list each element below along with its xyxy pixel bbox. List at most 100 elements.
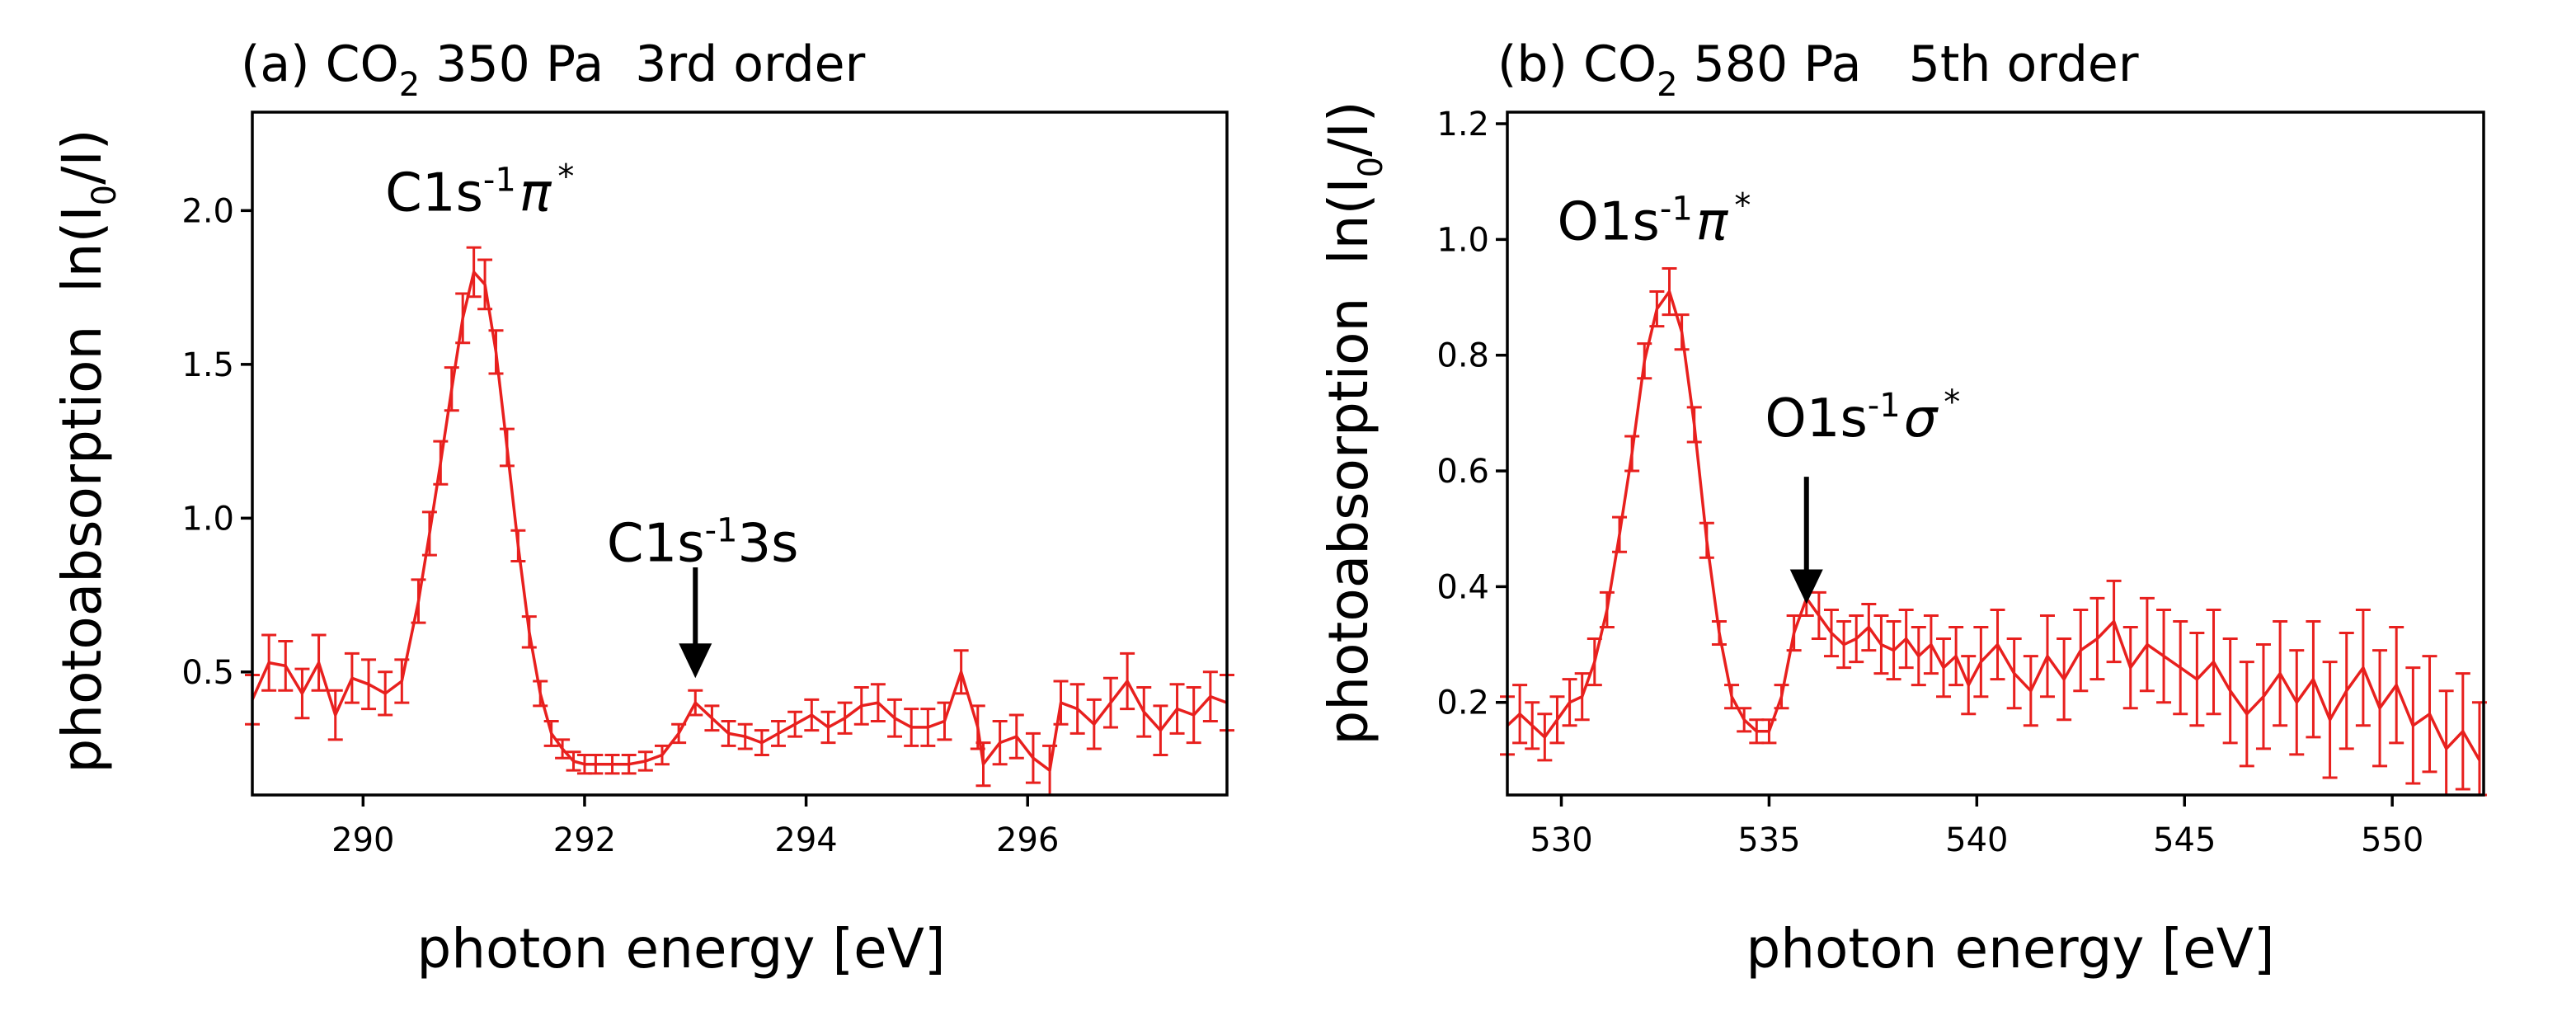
panel-b-xlabel: photon energy [eV] [1746,917,2274,981]
error-bar [2322,661,2338,779]
error-bar [604,754,620,775]
error-bar [1761,718,1777,745]
panel-b-x-ticks: 530 535 540 545 550 [1530,795,2423,859]
panel-b-arrow-head [1789,569,1823,604]
error-bar [2173,619,2188,716]
error-bar [1849,614,1864,664]
error-bar [1948,626,1964,687]
error-bar [975,741,991,788]
error-bar [2156,608,2172,704]
error-bar [327,689,343,741]
panel-a-ylabel: photoabsorption ln(I0/I) [50,43,124,895]
panel-b-title: (b) CO2 580 Pa 5th order [1497,35,2139,104]
error-bar [1886,619,1901,681]
error-bar [904,708,919,747]
error-bar [1749,718,1765,745]
annotation-sup: -1 [1868,387,1901,425]
y-tick-label: 0.6 [1436,453,1489,491]
error-bar [937,701,952,741]
error-bar [1861,602,1877,652]
panel-a-x-ticks: 290 292 294 296 [331,795,1059,859]
error-bar [2339,632,2354,750]
x-tick-label: 540 [1945,821,2008,859]
error-bar [2006,637,2022,710]
panel-b-title-prefix: (b) CO [1497,35,1657,93]
error-bar [1120,651,1135,711]
error-bar [1637,342,1652,380]
annotation-sup: -1 [483,161,516,199]
panel-b: (b) CO2 580 Pa 5th order photoabsorption… [1317,35,2487,981]
error-bar [787,710,803,738]
error-bar [2206,608,2221,716]
error-bar [311,633,327,692]
annotation-star: * [1944,383,1960,421]
error-bar [1936,637,1952,698]
error-bar [394,658,410,704]
panel-a-plot-frame [251,111,1229,797]
error-bar [2306,619,2321,739]
error-bar [1599,590,1615,629]
series-line [1506,289,2481,761]
error-bar [466,246,482,299]
annotation-sup: -1 [1660,190,1693,228]
error-bar [2139,596,2155,693]
error-bar [1786,614,1802,652]
error-bar [2405,666,2421,785]
error-bar [771,719,787,747]
error-bar [1649,290,1665,328]
error-bar [887,698,903,738]
panel-a-y-ticks: 0.5 1.0 1.5 2.0 [181,192,252,692]
error-bar [1537,713,1553,762]
error-bar [411,578,426,624]
y-tick-label: 2.0 [181,192,234,230]
panel-b-title-suffix: 580 Pa 5th order [1678,35,2139,93]
y-tick-label: 1.0 [1436,221,1489,259]
y-tick-label: 1.5 [181,346,234,384]
panel-a: (a) CO2 350 Pa 3rd order photoabsorption… [50,35,1234,981]
y-tick-label: 0.8 [1436,337,1489,375]
annotation-tail: 3s [737,514,798,575]
annotation-greek: π [519,162,552,223]
error-bar [278,640,294,692]
error-bar [378,670,393,717]
error-bar [2273,619,2288,727]
error-bar [2372,649,2388,768]
panel-b-title-subscript: 2 [1657,66,1677,104]
error-bar [566,750,581,772]
x-tick-label: 550 [2361,821,2423,859]
panel-a-xlabel: photon energy [eV] [416,917,945,981]
panel-a-pi-star-label: C1s-1π * [385,158,574,223]
error-bar [1711,619,1727,647]
error-bar [920,708,936,747]
error-bar [2039,614,2055,698]
error-bar [444,366,459,412]
error-bar [1136,685,1152,738]
error-bar [1973,626,1989,698]
error-bar [1873,614,1889,675]
error-bar [543,719,559,747]
annotation-base: O1s [1557,191,1659,252]
error-bar [721,719,736,747]
error-bar [2455,672,2470,791]
annotation-base: C1s [607,514,705,575]
error-bar [1008,713,1024,760]
error-bar [1586,637,1602,687]
error-bar [2355,608,2371,727]
x-tick-label: 292 [553,821,616,859]
error-bar [2255,643,2271,750]
error-bar [510,529,526,563]
y-tick-label: 1.2 [1436,106,1489,143]
error-bar [1699,521,1714,559]
error-bar [361,658,377,711]
error-bar [870,683,886,722]
error-bar [1898,608,1914,670]
error-bar [953,649,969,695]
panel-b-ylabel-main: photoabsorption [1317,298,1380,746]
error-bar [637,750,653,772]
error-bar [1674,313,1690,351]
error-bar [1724,684,1740,710]
error-bar [621,754,637,775]
error-bar [1574,672,1590,722]
error-bar [1053,680,1069,726]
